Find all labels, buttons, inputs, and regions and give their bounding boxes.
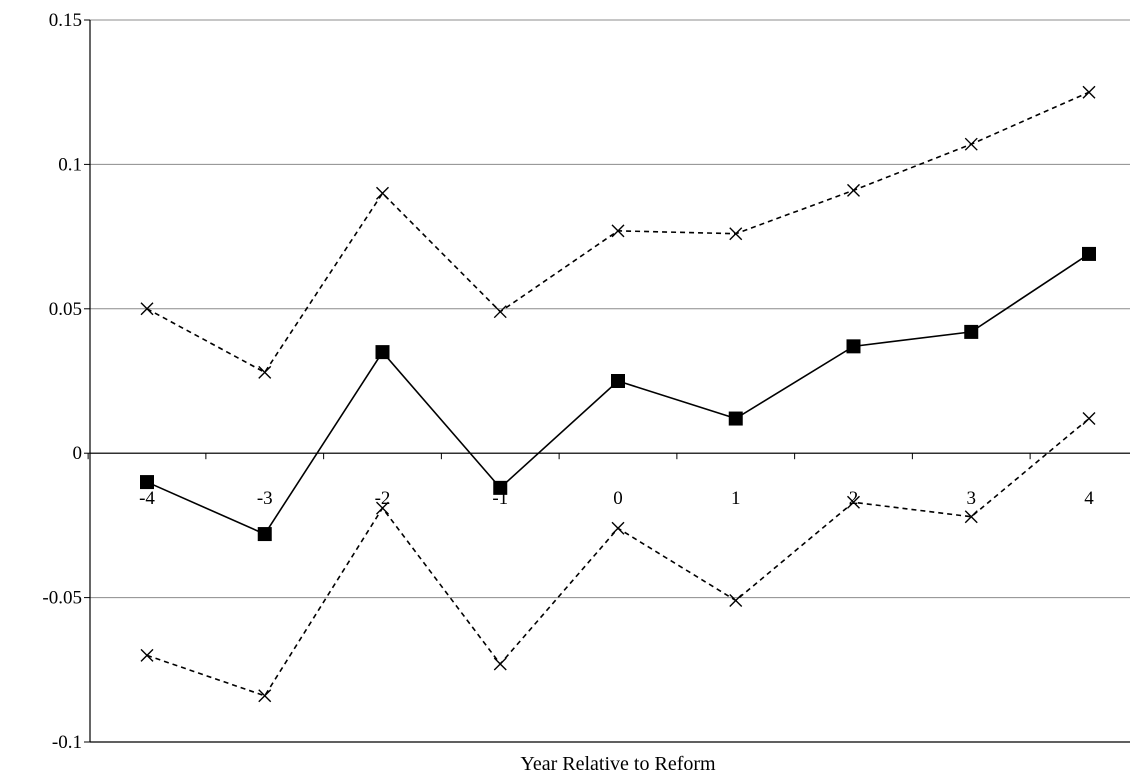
x-tick-label: -4 xyxy=(139,488,155,509)
gridlines xyxy=(90,19,1130,599)
data-point xyxy=(847,183,860,197)
series-2 xyxy=(140,412,1096,703)
series-line xyxy=(146,417,1090,697)
data-point xyxy=(611,374,625,388)
data-point xyxy=(376,186,389,200)
data-point xyxy=(140,648,154,662)
data-point xyxy=(493,480,508,495)
x-tick-label: 4 xyxy=(1084,488,1094,509)
x-tick-label: -1 xyxy=(492,488,508,509)
x-tick-label: 3 xyxy=(967,488,977,509)
series-layer xyxy=(140,85,1096,703)
data-point xyxy=(375,345,390,360)
data-point xyxy=(257,527,272,542)
data-point xyxy=(847,495,860,509)
data-point xyxy=(964,510,978,524)
tick-labels: 0.15 0.1 0.05 0 -0.05 -0.1 -4 -3 -2 -1 0 1 2 3 4 xyxy=(42,10,1094,753)
y-tick-label: 0.05 xyxy=(49,299,82,320)
data-point xyxy=(493,657,507,671)
data-point xyxy=(376,501,389,515)
data-point xyxy=(140,475,154,490)
data-point xyxy=(258,365,272,379)
data-point xyxy=(258,689,272,703)
data-point xyxy=(964,324,979,339)
data-point xyxy=(729,593,743,607)
x-tick-label: 0 xyxy=(613,488,623,509)
x-tick-label: 2 xyxy=(849,488,859,509)
y-tick-label: 0.15 xyxy=(49,10,82,31)
axes xyxy=(84,19,1130,743)
data-point xyxy=(140,302,154,316)
data-point xyxy=(728,411,743,426)
y-tick-label: -0.1 xyxy=(52,732,82,753)
data-point xyxy=(611,521,625,535)
x-tick-label: -2 xyxy=(375,488,391,509)
data-point xyxy=(729,227,743,241)
y-tick-label: -0.05 xyxy=(42,588,82,609)
data-point xyxy=(964,137,978,151)
y-tick-label: 0.1 xyxy=(58,154,82,175)
x-tick-label: 1 xyxy=(731,488,741,509)
series-0 xyxy=(140,246,1096,542)
data-point xyxy=(1082,85,1096,99)
y-tick-label: 0 xyxy=(73,443,83,464)
x-tick-label: -3 xyxy=(257,488,273,509)
data-point xyxy=(846,339,861,354)
data-point xyxy=(611,224,625,238)
data-point xyxy=(493,305,507,319)
data-point xyxy=(1082,412,1096,426)
series-line xyxy=(146,91,1090,374)
data-point xyxy=(1082,246,1096,261)
x-axis-title: Year Relative to Reform xyxy=(520,753,716,775)
series-1 xyxy=(140,85,1096,379)
